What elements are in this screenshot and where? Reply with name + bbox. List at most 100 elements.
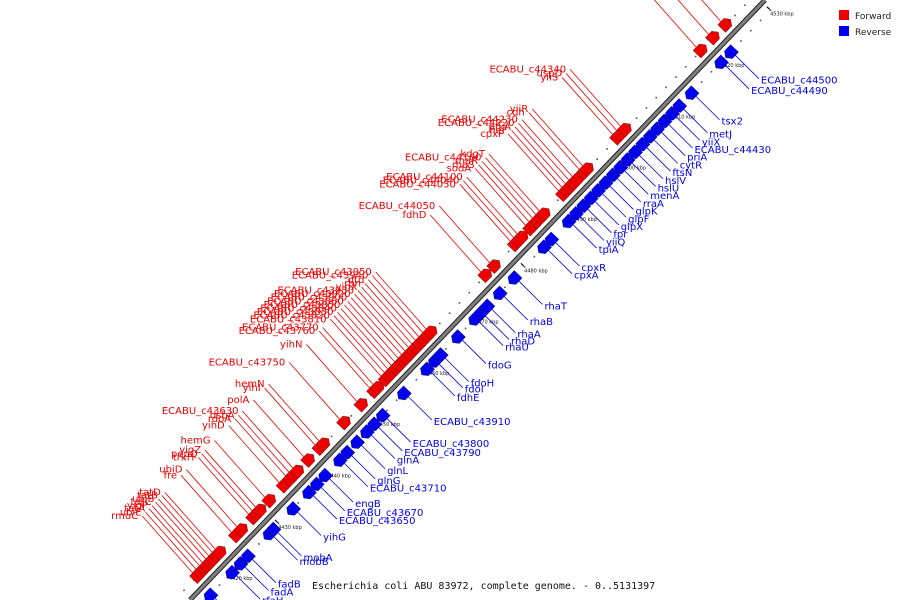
gene-label-fdoI[interactable]: fdoI [465, 385, 484, 396]
gene-label-yihI[interactable]: yihI [243, 383, 261, 394]
gene-label-yigP[interactable]: yigP [127, 501, 148, 512]
gene-label-rhaR[interactable]: rhaR [455, 156, 478, 167]
gene-label-ECABU_c43940[interactable]: ECABU_c43940 [292, 271, 369, 282]
gene-label-ECABU_c44050[interactable]: ECABU_c44050 [359, 201, 436, 212]
gene-label-tatD[interactable]: tatD [139, 487, 161, 498]
gene-label-menA[interactable]: menA [650, 191, 679, 202]
gene-label-fadA[interactable]: fadA [271, 587, 294, 598]
gene-label-glnL[interactable]: glnL [387, 466, 408, 477]
gene-label-ECABU_c43930[interactable]: ECABU_c43930 [277, 286, 354, 297]
gene-label-cpxP[interactable]: cpxP [480, 129, 504, 140]
gene-label-dsbA[interactable]: dsbA [210, 410, 235, 421]
gene-label-ECABU_c44040[interactable]: ECABU_c44040 [383, 176, 460, 187]
gene-label-ECABU_c43770[interactable]: ECABU_c43770 [242, 323, 319, 334]
gene-label-ECABU_c43750[interactable]: ECABU_c43750 [209, 357, 286, 368]
gene-label-rraA[interactable]: rraA [643, 199, 664, 210]
gene-label-glnA[interactable]: glnA [397, 455, 419, 466]
gene-label-polA[interactable]: polA [227, 395, 249, 406]
gene-label-tatB[interactable]: tatB [137, 490, 158, 501]
gene-label-cpxA[interactable]: cpxA [574, 271, 599, 282]
gene-label-ECABU_c44160[interactable]: ECABU_c44160 [405, 153, 482, 164]
gene-label-ECABU_c43900[interactable]: ECABU_c43900 [271, 293, 348, 304]
gene-label-ECABU_c43820[interactable]: ECABU_c43820 [253, 311, 330, 322]
gene-label-hslV[interactable]: hslV [665, 176, 686, 187]
gene-label-ECABU_c43650[interactable]: ECABU_c43650 [339, 516, 416, 527]
gene-label-ECABU_c43830[interactable]: ECABU_c43830 [257, 307, 334, 318]
gene-label-ECABU_c43810[interactable]: ECABU_c43810 [250, 314, 327, 325]
gene-label-glnG[interactable]: glnG [377, 476, 400, 487]
gene-label-rbn[interactable]: rbn [344, 278, 361, 289]
gene-label-yiiX[interactable]: yiiX [702, 137, 720, 148]
gene-label-hemG[interactable]: hemG [180, 435, 210, 446]
gene-label-ECABU_c44490[interactable]: ECABU_c44490 [751, 86, 828, 97]
gene-label-ECABU_c44100[interactable]: ECABU_c44100 [386, 172, 463, 183]
gene-label-priA[interactable]: priA [687, 153, 707, 164]
gene-label-rhaD[interactable]: rhaD [511, 336, 535, 347]
gene-label-ECABU_c44230[interactable]: ECABU_c44230 [441, 115, 518, 126]
gene-label-ftsN[interactable]: ftsN [672, 168, 692, 179]
gene-label-ECABU_c43850[interactable]: ECABU_c43850 [264, 300, 341, 311]
gene-label-fdhE[interactable]: fdhE [457, 393, 480, 404]
gene-label-ECABU_c43860[interactable]: ECABU_c43860 [267, 296, 344, 307]
gene-label-pfkA[interactable]: pfkA [489, 122, 512, 133]
gene-label-rfaH[interactable]: rfaH [262, 596, 283, 600]
gene-label-fadB[interactable]: fadB [278, 580, 301, 591]
gene-label-sodA[interactable]: sodA [447, 163, 472, 174]
gene-label-ECABU_c43950[interactable]: ECABU_c43950 [295, 267, 372, 278]
gene-label-fieF[interactable]: fieF [489, 125, 507, 136]
gene-label-cdh[interactable]: cdh [507, 107, 525, 118]
gene-label-tatC[interactable]: tatC [130, 497, 151, 508]
gene-label-pepQ[interactable]: pepQ [171, 449, 198, 460]
gene-label-tpiA[interactable]: tpiA [599, 245, 619, 256]
gene-arrow-ECABU_c43340[interactable] [203, 587, 219, 600]
gene-label-ECABU_c43760[interactable]: ECABU_c43760 [239, 326, 316, 337]
gene-label-fdhD[interactable]: fdhD [402, 210, 426, 221]
gene-label-ubiE[interactable]: ubiE [120, 507, 142, 518]
gene-label-yigZ[interactable]: yigZ [179, 445, 201, 456]
gene-label-yihD[interactable]: yihD [202, 421, 225, 432]
gene-label-kdgT[interactable]: kdgT [460, 149, 485, 160]
gene-label-glpF[interactable]: glpF [628, 214, 649, 225]
gene-label-fdoG[interactable]: fdoG [488, 361, 512, 372]
gene-label-yihN[interactable]: yihN [280, 339, 303, 350]
gene-label-rhaS[interactable]: rhaS [452, 160, 475, 171]
gene-label-mobB[interactable]: mobB [300, 557, 329, 568]
gene-label-metJ[interactable]: metJ [709, 130, 732, 141]
gene-label-ECABU_c44430[interactable]: ECABU_c44430 [694, 145, 771, 156]
gene-label-glpK[interactable]: glpK [635, 207, 657, 218]
gene-label-ECABU_c44340[interactable]: ECABU_c44340 [489, 64, 566, 75]
gene-label-fdoH[interactable]: fdoH [471, 379, 495, 390]
gene-label-ECABU_c44500[interactable]: ECABU_c44500 [761, 76, 838, 87]
gene-label-rhaU[interactable]: rhaU [505, 343, 529, 354]
gene-label-dtd[interactable]: dtd [348, 275, 365, 286]
gene-label-ECABU_c43630[interactable]: ECABU_c43630 [162, 406, 239, 417]
gene-label-ECABU_c43710[interactable]: ECABU_c43710 [370, 484, 447, 495]
gene-label-rdoA[interactable]: rdoA [208, 414, 231, 425]
gene-label-hslU[interactable]: hslU [658, 183, 680, 194]
gene-label-ECABU_c43910[interactable]: ECABU_c43910 [434, 417, 511, 428]
gene-label-hemN[interactable]: hemN [235, 379, 265, 390]
gene-label-rmuC[interactable]: rmuC [111, 511, 138, 522]
gene-label-yiiR[interactable]: yiiR [510, 104, 528, 115]
gene-label-fpr[interactable]: fpr [613, 230, 628, 241]
gene-label-trkH[interactable]: trkH [173, 452, 194, 463]
gene-label-engB[interactable]: engB [355, 499, 381, 510]
gene-label-tatA[interactable]: tatA [124, 504, 145, 515]
gene-label-ubiB[interactable]: ubiB [132, 494, 154, 505]
gene-label-ECABU_c43790[interactable]: ECABU_c43790 [404, 448, 481, 459]
gene-label-ubiD[interactable]: ubiD [159, 465, 182, 476]
gene-label-ECABU_c43800[interactable]: ECABU_c43800 [413, 439, 490, 450]
gene-label-glpX[interactable]: glpX [621, 222, 643, 233]
gene-label-ECABU_c44220[interactable]: ECABU_c44220 [438, 118, 515, 129]
gene-label-cpxR[interactable]: cpxR [581, 263, 606, 274]
gene-label-cytR[interactable]: cytR [680, 160, 702, 171]
gene-label-rhaT[interactable]: rhaT [544, 302, 567, 313]
gene-label-yihG[interactable]: yihG [323, 532, 346, 543]
gene-label-rhaB[interactable]: rhaB [530, 317, 553, 328]
gene-label-yihX[interactable]: yihX [336, 282, 358, 293]
gene-label-rhaA[interactable]: rhaA [517, 330, 540, 341]
gene-label-ECABU_c43670[interactable]: ECABU_c43670 [347, 508, 424, 519]
gene-label-tsx2[interactable]: tsx2 [722, 117, 743, 128]
gene-label-ECABU_c43920[interactable]: ECABU_c43920 [274, 289, 351, 300]
gene-label-fre[interactable]: fre [163, 470, 177, 481]
